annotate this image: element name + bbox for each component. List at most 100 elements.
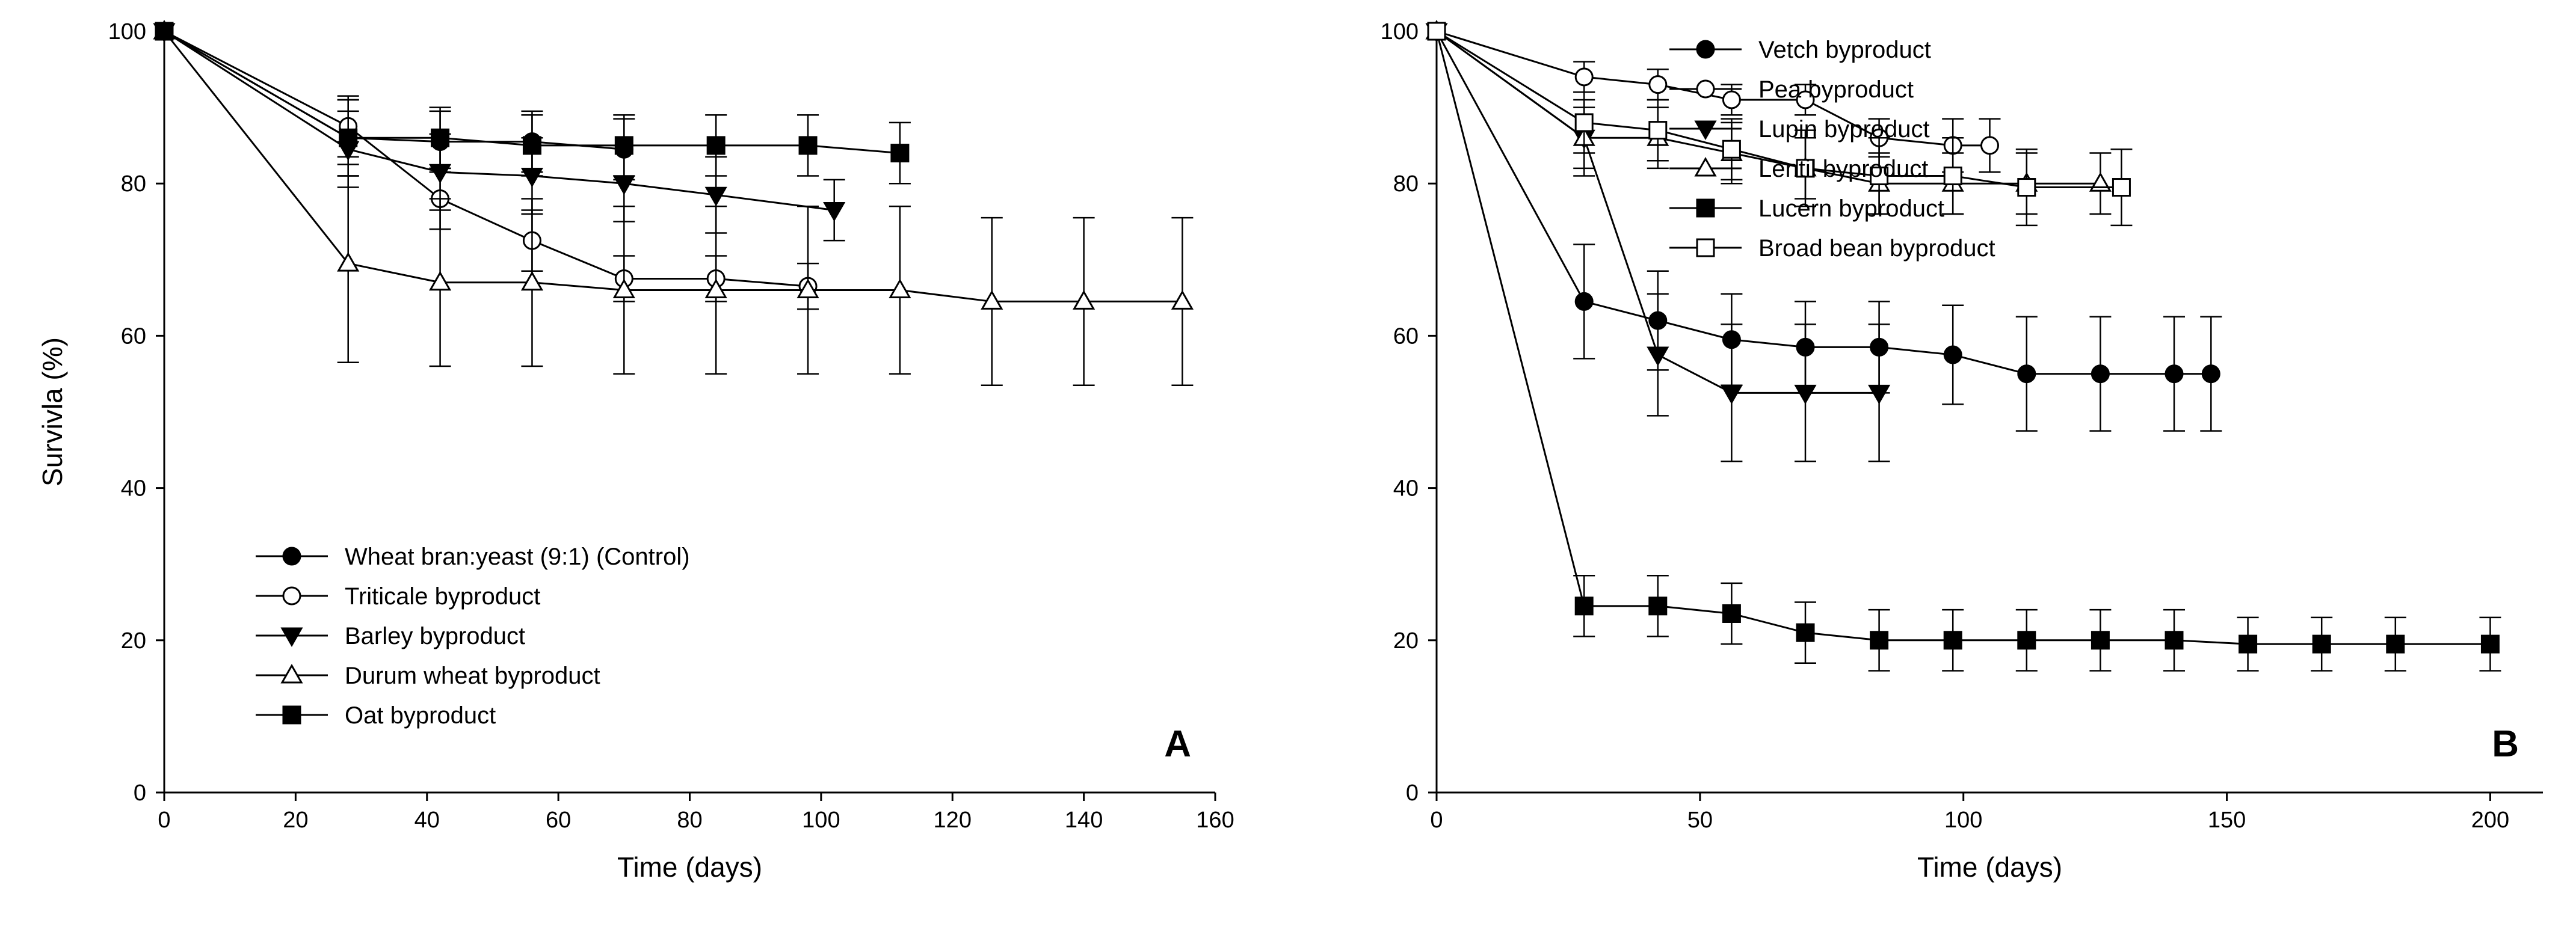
y-tick-label: 60 xyxy=(1393,323,1419,349)
data-point xyxy=(1171,290,1194,310)
data-point xyxy=(155,22,174,41)
data-point xyxy=(2112,178,2131,197)
legend-marker xyxy=(282,547,301,566)
x-tick-label: 0 xyxy=(158,808,170,833)
series-line xyxy=(164,30,624,150)
data-point xyxy=(1648,596,1668,616)
data-point xyxy=(1870,631,1889,650)
legend-label: Vetch byproduct xyxy=(1758,37,1931,63)
panel-a: 0 20 40 60 80 100 120 140 160 0 20 40 60 80 100 Time (d… xyxy=(37,19,1234,883)
series-broad-bean-byproduct xyxy=(1427,22,2133,227)
x-tick-label: 80 xyxy=(677,808,702,833)
series-wheat-bran-yeast-9-1-control xyxy=(155,22,635,181)
y-tick-label: 40 xyxy=(121,476,146,501)
series-line xyxy=(164,30,809,287)
data-point xyxy=(1722,604,1741,623)
y-tick-label: 80 xyxy=(121,171,146,197)
data-point xyxy=(704,186,727,207)
data-point xyxy=(2091,631,2110,650)
data-point xyxy=(2165,364,2184,384)
x-axis-label: Time (days) xyxy=(617,851,762,883)
data-point xyxy=(1980,136,1999,155)
data-point xyxy=(797,278,819,298)
data-point xyxy=(1943,631,1962,650)
data-point xyxy=(1796,623,1815,642)
data-point xyxy=(1796,90,1815,109)
data-point xyxy=(1647,346,1669,367)
data-point xyxy=(1943,345,1962,364)
data-point xyxy=(1722,140,1741,159)
x-tick-label: 20 xyxy=(283,808,308,833)
data-point xyxy=(614,136,633,155)
data-point xyxy=(1574,596,1594,616)
data-point xyxy=(337,252,360,272)
legend-label: Barley byproduct xyxy=(345,623,525,649)
data-point xyxy=(339,128,358,147)
data-point xyxy=(1574,292,1594,311)
legend-marker xyxy=(282,586,301,606)
legend-marker xyxy=(1696,238,1715,257)
data-point xyxy=(2386,634,2405,654)
legend-marker xyxy=(1694,156,1717,177)
legend-label: Lentil byproduct xyxy=(1758,156,1928,182)
legend: Vetch byproduct Pea byproduct Lupin byprod… xyxy=(1669,37,1995,262)
x-tick-label: 140 xyxy=(1065,808,1103,833)
y-tick-label: 40 xyxy=(1393,476,1419,501)
y-tick-label: 100 xyxy=(1381,19,1419,44)
series-barley-byproduct xyxy=(153,23,846,242)
y-tick-label: 20 xyxy=(121,628,146,654)
legend-marker xyxy=(282,705,301,725)
series-line xyxy=(164,30,901,155)
x-tick-label: 160 xyxy=(1196,808,1234,833)
legend-label: Wheat bran:yeast (9:1) (Control) xyxy=(345,544,690,570)
legend-marker xyxy=(1696,79,1715,99)
x-tick-label: 40 xyxy=(414,808,440,833)
data-point xyxy=(2017,364,2036,384)
legend-label: Triticale byproduct xyxy=(345,583,540,610)
x-tick-label: 0 xyxy=(1430,808,1443,833)
y-tick-label: 60 xyxy=(121,323,146,349)
x-tick-label: 120 xyxy=(934,808,972,833)
data-point xyxy=(2201,364,2220,384)
y-axis-label: Survivla (%) xyxy=(37,337,68,486)
data-point xyxy=(2312,634,2331,654)
legend-label: Broad bean byproduct xyxy=(1758,235,1995,262)
legend-marker xyxy=(1696,198,1715,218)
data-point xyxy=(2239,634,2258,654)
y-tick-label: 80 xyxy=(1393,171,1419,197)
data-point xyxy=(706,136,726,155)
data-point xyxy=(1648,75,1668,94)
y-tick-label: 0 xyxy=(1406,780,1419,806)
data-point xyxy=(2165,631,2184,650)
legend-label: Pea byproduct xyxy=(1758,76,1914,103)
panel-label: B xyxy=(2492,723,2519,765)
legend-marker xyxy=(280,663,303,684)
series-lucern-byproduct xyxy=(1427,22,2501,672)
x-tick-label: 50 xyxy=(1687,808,1713,833)
data-point xyxy=(704,278,727,298)
panel-label: A xyxy=(1164,723,1191,765)
y-tick-label: 0 xyxy=(134,780,146,806)
data-point xyxy=(1427,22,1446,41)
data-point xyxy=(522,136,541,155)
data-point xyxy=(1794,384,1817,405)
series-line xyxy=(1435,31,2491,645)
data-point xyxy=(520,271,544,291)
data-point xyxy=(798,136,818,155)
legend-label: Durum wheat byproduct xyxy=(345,663,600,689)
legend: Wheat bran:yeast (9:1) (Control) Tritical… xyxy=(256,544,690,729)
data-point xyxy=(1722,90,1741,109)
legend-marker xyxy=(1696,40,1715,59)
data-point xyxy=(1720,384,1743,405)
data-point xyxy=(2017,178,2036,197)
series-line xyxy=(1436,30,1990,147)
x-tick-label: 200 xyxy=(2471,808,2509,833)
data-point xyxy=(1574,67,1594,87)
x-tick-label: 150 xyxy=(2208,808,2246,833)
legend-label: Lucern byproduct xyxy=(1758,195,1944,222)
y-tick-label: 100 xyxy=(108,19,146,44)
legend-label: Lupin byproduct xyxy=(1758,116,1930,143)
data-point xyxy=(429,271,452,291)
x-tick-label: 60 xyxy=(546,808,571,833)
